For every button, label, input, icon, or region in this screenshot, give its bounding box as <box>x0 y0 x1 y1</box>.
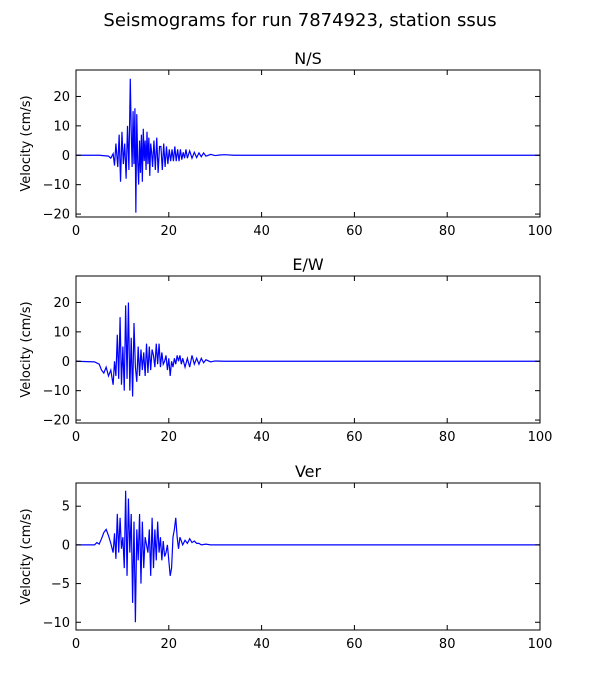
x-tick-label: 20 <box>161 430 178 445</box>
panel-title: Ver <box>295 462 322 481</box>
y-tick-label: 10 <box>53 325 70 340</box>
y-axis-label: Velocity (cm/s) <box>19 95 34 191</box>
panel-title: N/S <box>294 49 322 68</box>
x-tick-label: 20 <box>161 224 178 239</box>
x-tick-label: 80 <box>439 637 456 652</box>
y-tick-label: −10 <box>43 384 70 399</box>
x-tick-label: 100 <box>528 224 553 239</box>
y-tick-label: 0 <box>62 355 70 370</box>
x-tick-label: 80 <box>439 430 456 445</box>
plot-frame <box>75 69 541 218</box>
y-tick-label: −5 <box>51 577 70 592</box>
x-tick-label: 100 <box>528 430 553 445</box>
plot-frame <box>75 275 541 424</box>
x-tick-label: 40 <box>253 637 270 652</box>
x-tick-label: 60 <box>346 637 363 652</box>
x-tick-label: 20 <box>161 637 178 652</box>
x-tick-label: 0 <box>72 637 80 652</box>
x-tick-label: 40 <box>253 430 270 445</box>
y-tick-label: 10 <box>53 119 70 134</box>
plot-frame <box>75 482 541 631</box>
series-line-1 <box>76 78 540 213</box>
panel-1: 0 20 40 60 80 100 −20 −10 0 10 20 N/S Velocity (cm/s… <box>19 49 552 239</box>
x-tick-label: 60 <box>346 430 363 445</box>
y-tick-label: 20 <box>53 296 70 311</box>
x-tick-label: 40 <box>253 224 270 239</box>
y-axis-label: Velocity (cm/s) <box>19 508 34 604</box>
x-tick-label: 60 <box>346 224 363 239</box>
y-tick-label: −10 <box>43 178 70 193</box>
panel-2: 0 20 40 60 80 100 −20 −10 0 10 20 E/W Velocity (cm/s… <box>19 255 552 445</box>
y-tick-label: 0 <box>62 538 70 553</box>
x-tick-label: 0 <box>72 224 80 239</box>
y-tick-label: −20 <box>43 208 70 223</box>
series-line-1 <box>76 490 540 623</box>
panel-3: 0 20 40 60 80 100 −10 −5 0 5 Ver Velocity (cm/s) <box>19 462 552 652</box>
y-tick-label: −10 <box>43 616 70 631</box>
y-tick-label: 5 <box>62 500 70 515</box>
series-line-1 <box>75 302 540 397</box>
y-tick-label: 0 <box>62 149 70 164</box>
panel-title: E/W <box>292 255 324 274</box>
x-tick-label: 80 <box>439 224 456 239</box>
y-axis-label: Velocity (cm/s) <box>19 301 34 397</box>
figure-title: Seismograms for run 7874923, station ssu… <box>103 10 497 31</box>
y-tick-label: 20 <box>53 90 70 105</box>
x-tick-label: 100 <box>528 637 553 652</box>
y-tick-label: −20 <box>43 414 70 429</box>
x-tick-label: 0 <box>72 430 80 445</box>
